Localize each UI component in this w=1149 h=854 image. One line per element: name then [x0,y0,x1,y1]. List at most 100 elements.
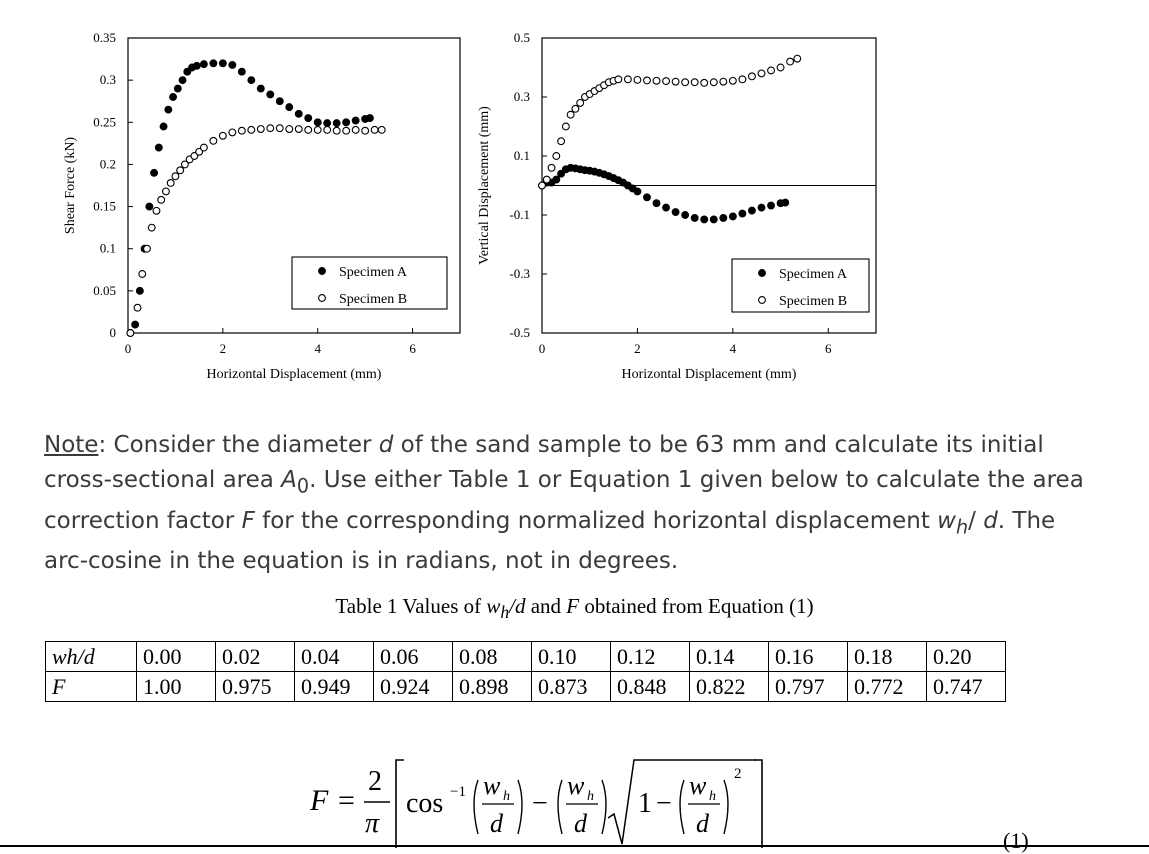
eq-h3: h [709,789,716,804]
eq-paren [557,779,563,835]
x-axis-label: Horizontal Displacement (mm) [622,367,797,382]
specimen-b-point [247,125,256,134]
specimen-b-point [176,166,185,175]
legend-label: Specimen A [339,265,408,280]
eq-paren [517,779,523,835]
specimen-b-point [776,63,785,72]
specimen-a-point [719,214,728,222]
specimen-a-point [633,187,642,196]
specimen-b-point [361,126,370,135]
eq-minus-1: − [532,788,548,819]
specimen-b-point [147,223,156,232]
specimen-b-point [161,187,170,196]
specimen-a-point [285,103,294,112]
specimen-b-point [633,75,642,84]
eq-cos: cos [406,788,443,819]
specimen-a-point [247,76,256,85]
table-cell: 0.08 [452,641,532,672]
table-cell: 0.20 [926,641,1006,672]
chart-legend [291,256,448,310]
specimen-a-point [266,90,275,99]
y-tick-label: 0.15 [93,199,116,214]
specimen-a-point [164,105,173,114]
specimen-a-point [209,59,218,68]
table-cell: 0.18 [847,641,927,672]
note-text-4: for the corresponding normalized horizon… [254,507,938,534]
specimen-a-point [173,84,182,93]
note-text-3: . Use either Table 1 or Equation 1 given… [44,467,1084,534]
legend-label: Specimen A [779,267,848,282]
eq-lhs: F [309,784,329,817]
x-tick-label: 6 [409,341,416,356]
table-cell: 0.898 [452,671,532,702]
specimen-b-point [538,181,546,190]
x-axis-label: Horizontal Displacement (mm) [207,367,382,382]
table-cell: 0.873 [531,671,611,702]
eq-paren [473,779,479,835]
y-tick-label: -0.1 [509,207,530,222]
specimen-a-point [342,118,351,127]
specimen-b-point [681,78,690,87]
specimen-b-point [747,72,756,81]
specimen-b-point [623,75,632,84]
specimen-b-point [199,143,208,152]
caption-text-post: obtained from Equation (1) [579,594,814,618]
specimen-b-point [180,160,189,169]
plot-area-frame [127,37,461,334]
specimen-a-point [643,193,651,202]
chart-legend [731,258,870,313]
y-tick-label: -0.5 [509,325,530,340]
specimen-b-point [323,125,332,134]
specimen-a-point [150,168,159,177]
specimen-b-point [266,124,275,133]
specimen-b-point [700,78,709,87]
specimen-b-point [138,270,147,278]
specimen-b-point [209,136,218,145]
eq-equals: = [338,784,355,817]
specimen-b-point [218,131,227,140]
legend-marker [758,269,766,277]
specimen-a-point [552,175,561,184]
specimen-b-point [285,125,294,133]
y-tick-label: 0 [110,325,117,340]
eq-fraction-num: 2 [368,766,382,797]
specimen-a-point [690,214,699,222]
specimen-b-point [294,125,303,133]
table-cell: 0.16 [768,641,848,672]
table-cell: 1.00 [136,671,216,702]
specimen-a-point [757,203,766,212]
specimen-a-point [275,97,284,106]
specimen-b-point [152,206,161,215]
eq-square: 2 [734,766,742,782]
specimen-b-point [767,66,775,75]
specimen-a-point [781,198,790,207]
eq-d2: d [574,809,588,838]
specimen-b-point [643,76,651,85]
note-var-wh-sub: h [955,515,969,539]
specimen-a-point [294,109,303,118]
table-cell: 0.02 [215,641,295,672]
specimen-a-point [351,116,360,125]
specimen-b-point [171,172,180,181]
x-tick-label: 4 [314,341,321,356]
area-correction-equation: F = 2 π cos −1 w h d − w h d 1 − w h d 2 [309,759,763,848]
eq-inverse: −1 [450,784,466,800]
equation-number: (1) [1003,828,1029,853]
specimen-b-point [313,125,322,134]
specimen-b-point [157,195,166,204]
specimen-b-point [709,78,718,87]
specimen-a-point [199,60,208,69]
specimen-a-point [228,61,237,69]
specimen-a-point [767,201,775,210]
specimen-a-point [323,119,332,128]
note-var-f: F [241,507,255,534]
note-label: Note [44,432,99,458]
note-text-2: of the sand sample to be 63 mm and calcu… [44,432,1044,493]
specimen-b-point [166,179,175,187]
specimen-a-point [178,76,187,85]
specimen-b-point [566,110,575,119]
x-tick-label: 0 [125,341,132,356]
specimen-b-point [757,69,766,78]
specimen-a-point [256,84,265,93]
specimen-b-point [351,125,360,134]
